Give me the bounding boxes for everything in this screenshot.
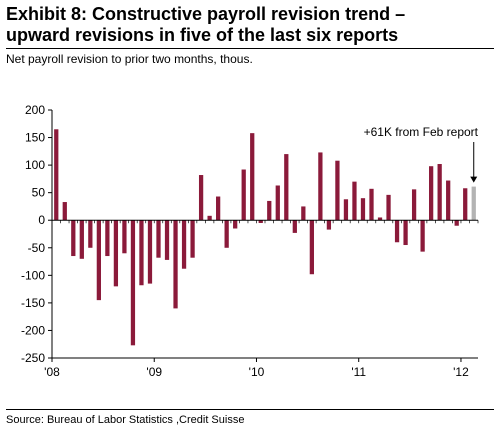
bar xyxy=(181,220,187,269)
bar xyxy=(88,220,93,248)
bar xyxy=(403,220,408,246)
bar-series xyxy=(54,129,476,346)
chart-title-line-2: upward revisions in five of the last six… xyxy=(6,25,399,45)
bar xyxy=(156,220,161,258)
bar xyxy=(377,217,383,221)
bar xyxy=(326,220,332,230)
y-tick-label: -250 xyxy=(21,351,45,365)
bar xyxy=(420,220,425,252)
bar xyxy=(250,133,255,221)
bar xyxy=(437,164,442,221)
x-tick-label: '08 xyxy=(44,365,60,379)
source-note: Source: Bureau of Labor Statistics ,Cred… xyxy=(6,414,245,426)
bar xyxy=(394,220,400,243)
bar xyxy=(309,220,314,275)
bar xyxy=(139,220,144,286)
y-axis: 200 150 100 50 0 -50 -100 -150 -200 -250 xyxy=(21,103,53,365)
chart-subtitle: Net payroll revision to prior two months… xyxy=(6,52,253,66)
bar xyxy=(105,220,110,257)
bar xyxy=(207,215,212,221)
bar xyxy=(241,169,246,221)
chart-title: Exhibit 8: Constructive payroll revision… xyxy=(6,4,496,46)
x-tick-label: '09 xyxy=(146,365,162,379)
bar xyxy=(446,180,451,221)
bar xyxy=(54,129,59,221)
bar xyxy=(267,200,272,221)
bar xyxy=(122,220,127,254)
x-axis: '08 '09 '10 '11 '12 xyxy=(44,219,479,379)
bar xyxy=(79,220,84,259)
bar xyxy=(284,154,289,221)
bar xyxy=(96,220,101,301)
y-tick-label: 150 xyxy=(25,131,45,145)
top-rule xyxy=(6,48,494,49)
bar xyxy=(190,220,195,258)
bar xyxy=(71,220,76,257)
y-tick-label: 200 xyxy=(25,103,45,117)
bar xyxy=(292,220,297,233)
bar xyxy=(463,188,468,221)
bar xyxy=(411,189,417,221)
y-tick-label: -50 xyxy=(28,241,46,255)
y-tick-label: 0 xyxy=(38,213,45,227)
bar xyxy=(386,194,391,221)
bar xyxy=(352,181,357,221)
x-tick-label: '12 xyxy=(453,365,469,379)
y-tick-label: -100 xyxy=(21,268,45,282)
x-tick-label: '11 xyxy=(351,365,366,379)
bar xyxy=(318,152,323,221)
bar xyxy=(224,220,229,248)
annotation: +61K from Feb report xyxy=(364,125,479,183)
bar xyxy=(113,220,119,287)
annotation-arrowhead xyxy=(470,176,478,183)
annotation-label: +61K from Feb report xyxy=(364,125,479,139)
bottom-rule xyxy=(6,409,494,410)
bar xyxy=(216,196,221,221)
bar xyxy=(301,206,306,221)
bar xyxy=(62,202,67,221)
bar xyxy=(369,188,374,221)
bar xyxy=(173,220,178,309)
bar xyxy=(429,166,434,221)
y-tick-label: 100 xyxy=(25,158,45,172)
bar xyxy=(164,220,170,260)
y-tick-label: -150 xyxy=(21,296,45,310)
bar xyxy=(454,220,459,226)
bar xyxy=(147,220,153,284)
chart-title-line-1: Exhibit 8: Constructive payroll revision… xyxy=(6,4,406,24)
y-tick-label: 50 xyxy=(32,186,46,200)
bar xyxy=(258,220,263,223)
bar xyxy=(335,160,340,221)
bar xyxy=(233,220,238,229)
bar xyxy=(471,186,476,221)
y-tick-label: -200 xyxy=(21,323,45,337)
x-tick-label: '10 xyxy=(249,365,265,379)
bar xyxy=(275,185,280,221)
bar xyxy=(343,199,349,221)
bar xyxy=(130,220,136,346)
bar xyxy=(360,198,366,221)
bar xyxy=(198,175,204,221)
